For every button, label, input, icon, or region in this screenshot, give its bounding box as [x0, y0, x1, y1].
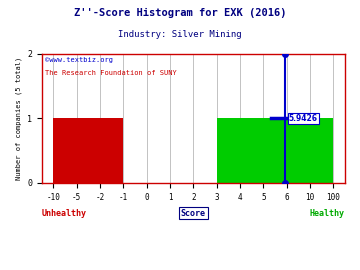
Bar — [217, 118, 333, 183]
Text: The Research Foundation of SUNY: The Research Foundation of SUNY — [45, 70, 176, 76]
Text: Industry: Silver Mining: Industry: Silver Mining — [118, 30, 242, 39]
Text: 5.9426: 5.9426 — [289, 114, 318, 123]
Text: Healthy: Healthy — [310, 209, 345, 218]
Text: Score: Score — [181, 209, 206, 218]
Bar — [53, 118, 123, 183]
Y-axis label: Number of companies (5 total): Number of companies (5 total) — [15, 57, 22, 180]
Text: Unhealthy: Unhealthy — [42, 209, 87, 218]
Text: ©www.textbiz.org: ©www.textbiz.org — [45, 58, 113, 63]
Text: Z''-Score Histogram for EXK (2016): Z''-Score Histogram for EXK (2016) — [74, 8, 286, 18]
